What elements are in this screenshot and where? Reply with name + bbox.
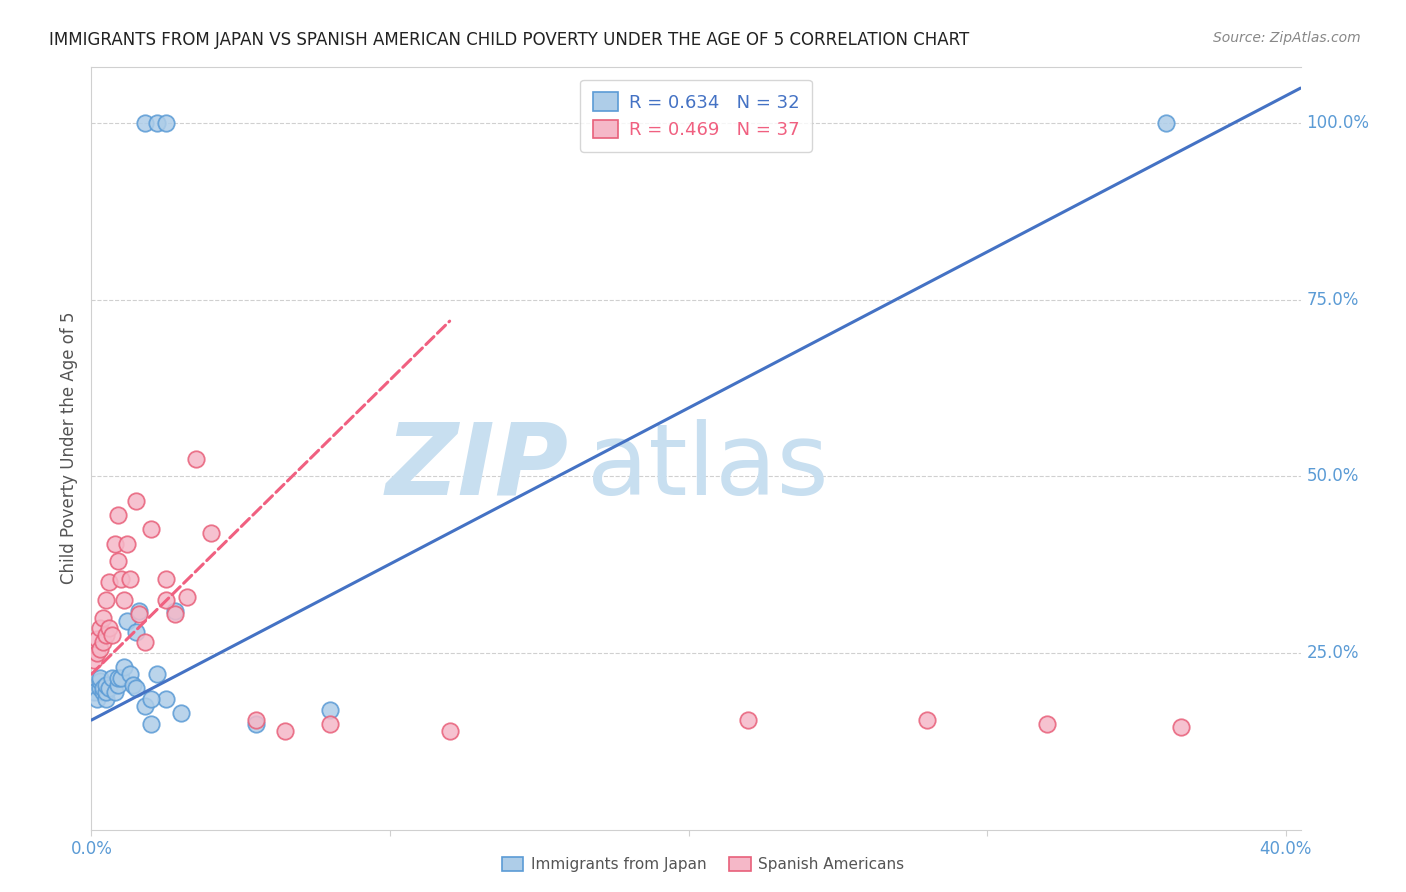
Point (112, 593, 135, 607)
Point (96, 628, 118, 642)
Point (107, 508, 129, 523)
Point (146, 116, 169, 130)
Legend: R = 0.634   N = 32, R = 0.469   N = 37: R = 0.634 N = 32, R = 0.469 N = 37 (579, 79, 813, 152)
Point (86, 692, 108, 706)
Text: 25.0%: 25.0% (1306, 644, 1360, 662)
Point (134, 635, 156, 649)
Point (115, 536, 138, 550)
Point (139, 523, 162, 537)
Text: 50.0%: 50.0% (1306, 467, 1360, 485)
Point (122, 678, 145, 692)
Point (120, 572, 142, 586)
Point (134, 116, 156, 130)
Point (91, 681, 114, 696)
Point (98, 575, 121, 590)
Point (146, 667, 169, 681)
Point (91, 635, 114, 649)
Point (1170, 720, 1192, 734)
Point (104, 685, 127, 699)
Y-axis label: Child Poverty Under the Age of 5: Child Poverty Under the Age of 5 (59, 312, 77, 584)
Point (107, 671, 129, 685)
Text: 75.0%: 75.0% (1306, 291, 1360, 309)
Point (163, 604, 186, 618)
Point (184, 451, 207, 466)
Point (89, 642, 111, 657)
Point (91, 611, 114, 625)
Point (737, 713, 759, 727)
Point (1036, 716, 1059, 731)
Point (134, 698, 156, 713)
Point (98, 621, 121, 635)
Point (125, 624, 148, 639)
Text: IMMIGRANTS FROM JAPAN VS SPANISH AMERICAN CHILD POVERTY UNDER THE AGE OF 5 CORRE: IMMIGRANTS FROM JAPAN VS SPANISH AMERICA… (49, 31, 970, 49)
Point (120, 667, 142, 681)
Point (96, 593, 118, 607)
Point (245, 713, 267, 727)
Legend: Immigrants from Japan, Spanish Americans: Immigrants from Japan, Spanish Americans (494, 849, 912, 880)
Point (274, 723, 297, 738)
Point (104, 536, 127, 550)
Point (125, 494, 148, 508)
Point (319, 702, 342, 716)
Point (96, 685, 118, 699)
Point (1154, 116, 1177, 130)
Point (86, 646, 108, 660)
Point (89, 674, 111, 689)
Point (125, 681, 148, 696)
Point (89, 621, 111, 635)
Point (83, 685, 105, 699)
Point (89, 671, 111, 685)
Point (139, 692, 162, 706)
Point (98, 681, 121, 696)
Text: atlas: atlas (588, 419, 828, 516)
Point (96, 692, 118, 706)
Point (155, 692, 177, 706)
Point (170, 706, 193, 720)
Point (110, 572, 132, 586)
Point (115, 614, 138, 628)
Point (89, 681, 111, 696)
Point (110, 671, 132, 685)
Point (176, 590, 198, 604)
Point (128, 607, 150, 622)
Point (245, 716, 267, 731)
Point (83, 653, 105, 667)
Point (155, 116, 177, 130)
Point (155, 572, 177, 586)
Point (917, 713, 939, 727)
Point (319, 716, 342, 731)
Point (163, 607, 186, 622)
Point (101, 628, 124, 642)
Text: 100.0%: 100.0% (1306, 114, 1369, 132)
Text: Source: ZipAtlas.com: Source: ZipAtlas.com (1213, 31, 1361, 45)
Point (91, 685, 114, 699)
Point (139, 716, 162, 731)
Point (439, 723, 461, 738)
Point (128, 604, 150, 618)
Point (107, 678, 129, 692)
Point (96, 678, 118, 692)
Point (86, 632, 108, 646)
Point (200, 526, 222, 541)
Point (107, 554, 129, 568)
Point (155, 593, 177, 607)
Point (112, 660, 135, 674)
Point (101, 671, 124, 685)
Text: ZIP: ZIP (387, 419, 569, 516)
